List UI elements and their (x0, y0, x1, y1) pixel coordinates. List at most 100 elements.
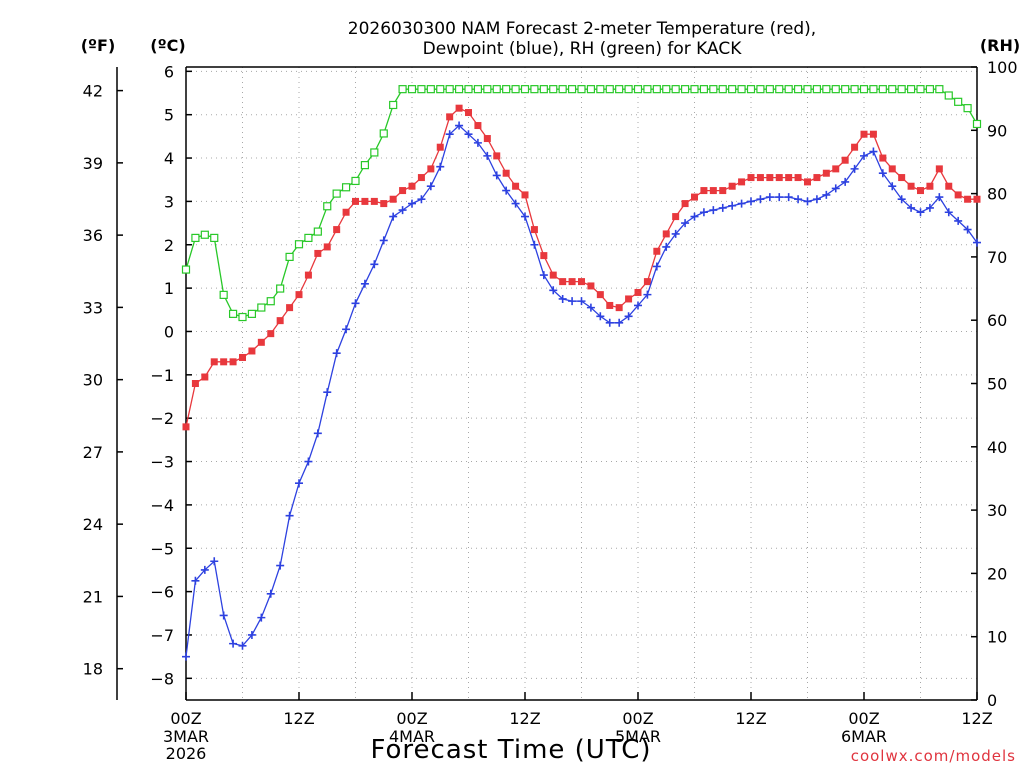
x-date-label: 4MAR (389, 727, 435, 746)
rh-point (586, 85, 596, 94)
rh-point (897, 85, 906, 94)
fahrenheit-unit-label: (ºF) (81, 36, 116, 55)
rh-point (483, 85, 492, 94)
rh-point (906, 85, 916, 94)
dewpoint-point (295, 479, 303, 488)
rh-point (916, 85, 925, 94)
rh-tick-label: 60 (987, 311, 1007, 330)
rh-point (370, 148, 379, 157)
rh-point (445, 85, 454, 94)
temperature-point (935, 165, 943, 173)
rh-point (765, 85, 774, 94)
credit-label: coolwx.com/models (851, 747, 1016, 765)
dewpoint-point (445, 130, 454, 139)
temperature-point (596, 291, 604, 299)
dewpoint-point (643, 290, 652, 299)
temperature-point (662, 230, 670, 238)
rh-point (784, 85, 793, 94)
rh-point (888, 85, 897, 94)
temperature-point (559, 278, 567, 286)
rh-point (680, 85, 690, 94)
dewpoint-point (558, 294, 567, 303)
temperature-point (530, 226, 538, 234)
rh-point (549, 85, 558, 94)
celsius-tick-label: −4 (150, 496, 174, 515)
temperature-point (389, 195, 397, 203)
rh-point (746, 85, 756, 94)
temperature-point (954, 191, 962, 199)
rh-point (615, 85, 624, 94)
dewpoint-point (191, 576, 200, 585)
temperature-point (465, 109, 472, 117)
dewpoint-point (907, 203, 916, 212)
temperature-point (257, 338, 265, 346)
dewpoint-point (662, 242, 671, 251)
dewpoint-point (634, 301, 642, 310)
rh-point (925, 85, 935, 94)
dewpoint-point (398, 206, 407, 215)
temperature-point (512, 182, 520, 190)
dewpoint-point (539, 271, 548, 280)
rh-point (323, 202, 332, 211)
x-tick-label: 00Z (622, 709, 653, 728)
x-tick-label: 12Z (283, 709, 314, 728)
fahrenheit-tick-label: 33 (83, 298, 103, 317)
dewpoint-point (709, 206, 718, 215)
dewpoint-point (973, 238, 981, 247)
rh-point (859, 85, 869, 94)
dewpoint-point (718, 203, 727, 212)
rh-point (803, 85, 812, 94)
rh-point (652, 85, 661, 94)
dewpoint-point (831, 184, 840, 193)
dewpoint-point (530, 240, 539, 249)
temperature-point (756, 174, 764, 182)
temperature-point (945, 182, 953, 190)
dewpoint-point (266, 589, 275, 598)
rh-point (944, 91, 953, 100)
dewpoint-point (747, 197, 755, 206)
x-date-label: 5MAR (615, 727, 661, 746)
x-tick-label: 12Z (509, 709, 540, 728)
temperature-point (323, 243, 331, 251)
temperature-point (832, 165, 840, 173)
dewpoint-point (483, 151, 492, 160)
rh-point (360, 161, 370, 170)
dewpoint-point (200, 565, 209, 574)
rh-point (963, 104, 972, 113)
temperature-point (775, 174, 783, 182)
temperature-point (483, 135, 491, 143)
celsius-tick-label: −7 (150, 626, 174, 645)
celsius-tick-label: −6 (150, 583, 174, 602)
x-tick-label: 12Z (961, 709, 992, 728)
temperature-point (841, 156, 849, 164)
temperature-point (766, 174, 774, 182)
rh-point (605, 85, 614, 94)
rh-point (502, 85, 511, 94)
temperature-point (248, 347, 256, 355)
dewpoint-point (897, 195, 906, 204)
rh-point (671, 85, 680, 94)
dewpoint-point (681, 219, 690, 228)
dewpoint-point (464, 130, 473, 139)
rh-tick-label: 80 (987, 185, 1007, 204)
fahrenheit-tick-label: 27 (83, 443, 103, 462)
dewpoint-point (521, 212, 529, 221)
rh-point (285, 252, 294, 261)
rh-point (313, 227, 322, 236)
rh-point (935, 85, 944, 94)
dewpoint-point (878, 169, 887, 178)
rh-point (954, 97, 963, 106)
temperature-point (304, 271, 312, 279)
celsius-tick-label: 1 (164, 279, 174, 298)
rh-point (389, 100, 398, 110)
rh-point (473, 85, 483, 94)
chart-title-line-1: 2026030300 NAM Forecast 2-meter Temperat… (348, 19, 816, 39)
rh-unit-label: (RH) (980, 36, 1020, 55)
temperature-point (672, 213, 680, 221)
temperature-point (691, 193, 698, 201)
dewpoint-point (389, 212, 398, 221)
rh-point (294, 240, 304, 249)
temperature-point (898, 174, 906, 182)
celsius-tick-label: −1 (150, 366, 174, 385)
